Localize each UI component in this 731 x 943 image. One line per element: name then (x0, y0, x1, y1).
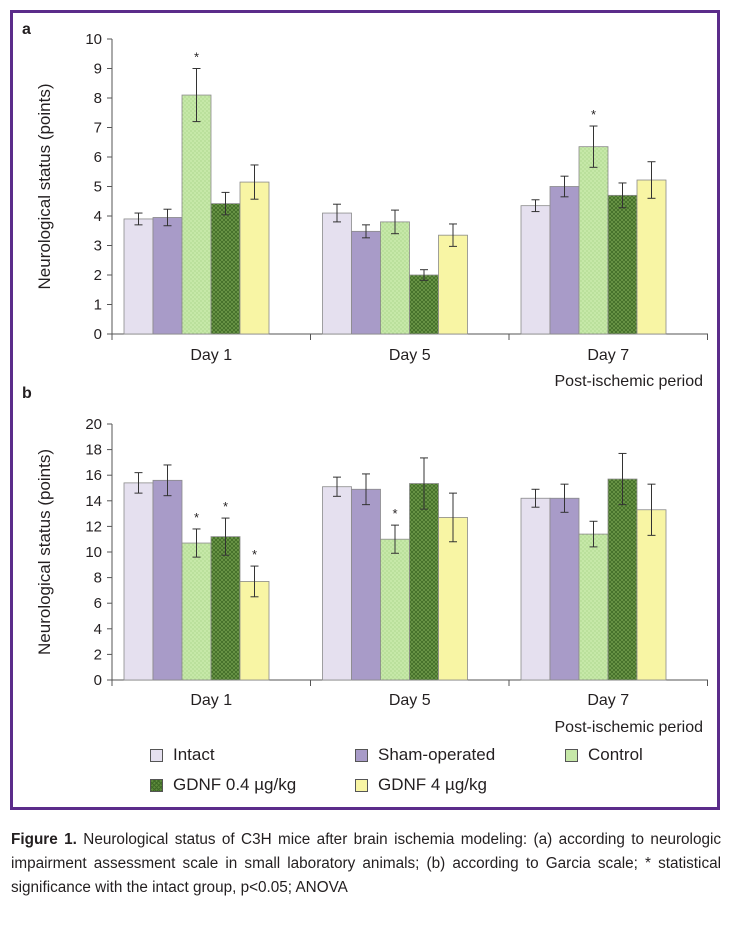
b-bar-intact-2 (322, 486, 352, 681)
panel-label-a: a (22, 21, 31, 38)
caption-label: Figure 1. (11, 831, 77, 848)
b-y-tick-label: 20 (85, 416, 102, 433)
legend-label-gdnf-04: GDNF 0.4 µg/kg (173, 775, 297, 794)
b-bar-sham-1 (152, 479, 183, 681)
legend-item-sham-operated: Sham-operated (355, 745, 495, 765)
legend-label-intact: Intact (173, 745, 215, 764)
b-bar-gdnf04-2 (409, 483, 439, 681)
a-bar-control-3 (578, 146, 609, 335)
a-y-tick-label: 7 (94, 120, 102, 137)
legend-item-intact: Intact (150, 745, 215, 765)
b-bar-sham-3 (549, 497, 580, 681)
a-bar-control-2 (380, 221, 410, 335)
b-bar-gdnf4-2 (438, 517, 468, 681)
legend-label-gdnf-4: GDNF 4 µg/kg (378, 775, 487, 794)
a-category-label: Day 7 (587, 347, 629, 364)
a-y-tick-label: 1 (94, 297, 102, 314)
a-y-tick-label: 10 (85, 31, 102, 48)
a-bar-sham-3 (549, 186, 580, 335)
b-y-tick-label: 0 (94, 672, 102, 689)
a-y-tick-label: 5 (94, 179, 102, 196)
b-y-axis-label: Neurological status (points) (35, 449, 54, 655)
b-bar-control-1 (181, 542, 212, 681)
a-bar-intact-3 (520, 205, 551, 335)
b-significance-marker: * (223, 499, 228, 514)
b-y-tick-label: 2 (94, 646, 102, 663)
b-bar-control-2 (380, 538, 410, 681)
b-significance-marker: * (194, 510, 199, 525)
legend-swatch-gdnf-04 (150, 778, 163, 792)
a-bar-intact-2 (322, 212, 352, 335)
a-x-axis-label: Post-ischemic period (555, 373, 704, 390)
a-bar-gdnf4-2 (438, 234, 468, 335)
b-y-tick-label: 14 (85, 493, 102, 510)
a-significance-marker: * (194, 50, 199, 65)
b-bar-gdnf04-1 (210, 536, 241, 681)
b-bar-gdnf04-3 (607, 478, 638, 681)
a-bar-gdnf04-1 (210, 203, 241, 335)
b-y-tick-label: 12 (85, 518, 102, 535)
a-y-axis-label: Neurological status (points) (35, 84, 54, 290)
a-bar-sham-2 (351, 230, 381, 335)
a-bar-gdnf4-3 (636, 179, 667, 335)
caption-text: Neurological status of C3H mice after br… (11, 831, 722, 896)
b-y-tick-label: 16 (85, 467, 102, 484)
b-y-tick-label: 18 (85, 442, 102, 459)
b-y-tick-label: 10 (85, 544, 102, 561)
b-y-tick-label: 6 (94, 595, 102, 612)
legend-label-sham-operated: Sham-operated (378, 745, 496, 764)
panel-label-b: b (22, 385, 32, 402)
legend: Intact Sham-operated Control GDNF 0.4 µg… (150, 745, 710, 805)
figure-caption: Figure 1. Neurological status of C3H mic… (11, 828, 721, 900)
b-category-label: Day 1 (190, 692, 232, 709)
a-y-tick-label: 8 (94, 90, 102, 107)
b-significance-marker: * (392, 506, 397, 521)
legend-swatch-intact (150, 748, 163, 762)
a-y-tick-label: 9 (94, 61, 102, 78)
a-y-tick-label: 0 (94, 326, 102, 343)
a-bar-intact-1 (123, 218, 154, 335)
b-y-tick-label: 8 (94, 570, 102, 587)
a-y-tick-label: 6 (94, 149, 102, 166)
b-bar-sham-2 (351, 488, 381, 681)
legend-item-gdnf-4: GDNF 4 µg/kg (355, 775, 487, 795)
legend-item-gdnf-04: GDNF 0.4 µg/kg (150, 775, 296, 795)
a-y-tick-label: 2 (94, 267, 102, 284)
a-category-label: Day 1 (190, 347, 232, 364)
legend-swatch-sham-operated (355, 748, 368, 762)
b-bar-gdnf4-1 (239, 581, 270, 681)
a-y-tick-label: 4 (94, 208, 102, 225)
b-bar-intact-3 (520, 497, 551, 681)
a-category-label: Day 5 (389, 347, 431, 364)
a-y-tick-label: 3 (94, 238, 102, 255)
panel-a-chart: 0 1 2 3 4 5 6 7 8 9 10 * Day 1 Day 5 * Day 7 Neurologica… (35, 31, 708, 390)
a-bar-gdnf04-3 (607, 194, 638, 335)
b-significance-marker: * (252, 547, 257, 562)
panel-b-chart: 0 2 4 6 8 10 12 14 16 18 20 * * * Day 1 * Day 5 Day 7 Neur… (35, 416, 708, 736)
a-bar-gdnf04-2 (409, 274, 439, 335)
b-y-tick-label: 4 (94, 621, 102, 638)
a-significance-marker: * (591, 107, 596, 122)
legend-swatch-gdnf-4 (355, 778, 368, 792)
b-bar-control-3 (578, 533, 609, 681)
b-category-label: Day 5 (389, 692, 431, 709)
b-bar-intact-1 (123, 482, 154, 681)
legend-label-control: Control (588, 745, 643, 764)
a-bar-gdnf4-1 (239, 181, 270, 335)
a-bar-sham-1 (152, 217, 183, 335)
legend-item-control: Control (565, 745, 643, 765)
b-category-label: Day 7 (587, 692, 629, 709)
a-bar-control-1 (181, 94, 212, 335)
b-x-axis-label: Post-ischemic period (555, 719, 704, 736)
legend-swatch-control (565, 748, 578, 762)
